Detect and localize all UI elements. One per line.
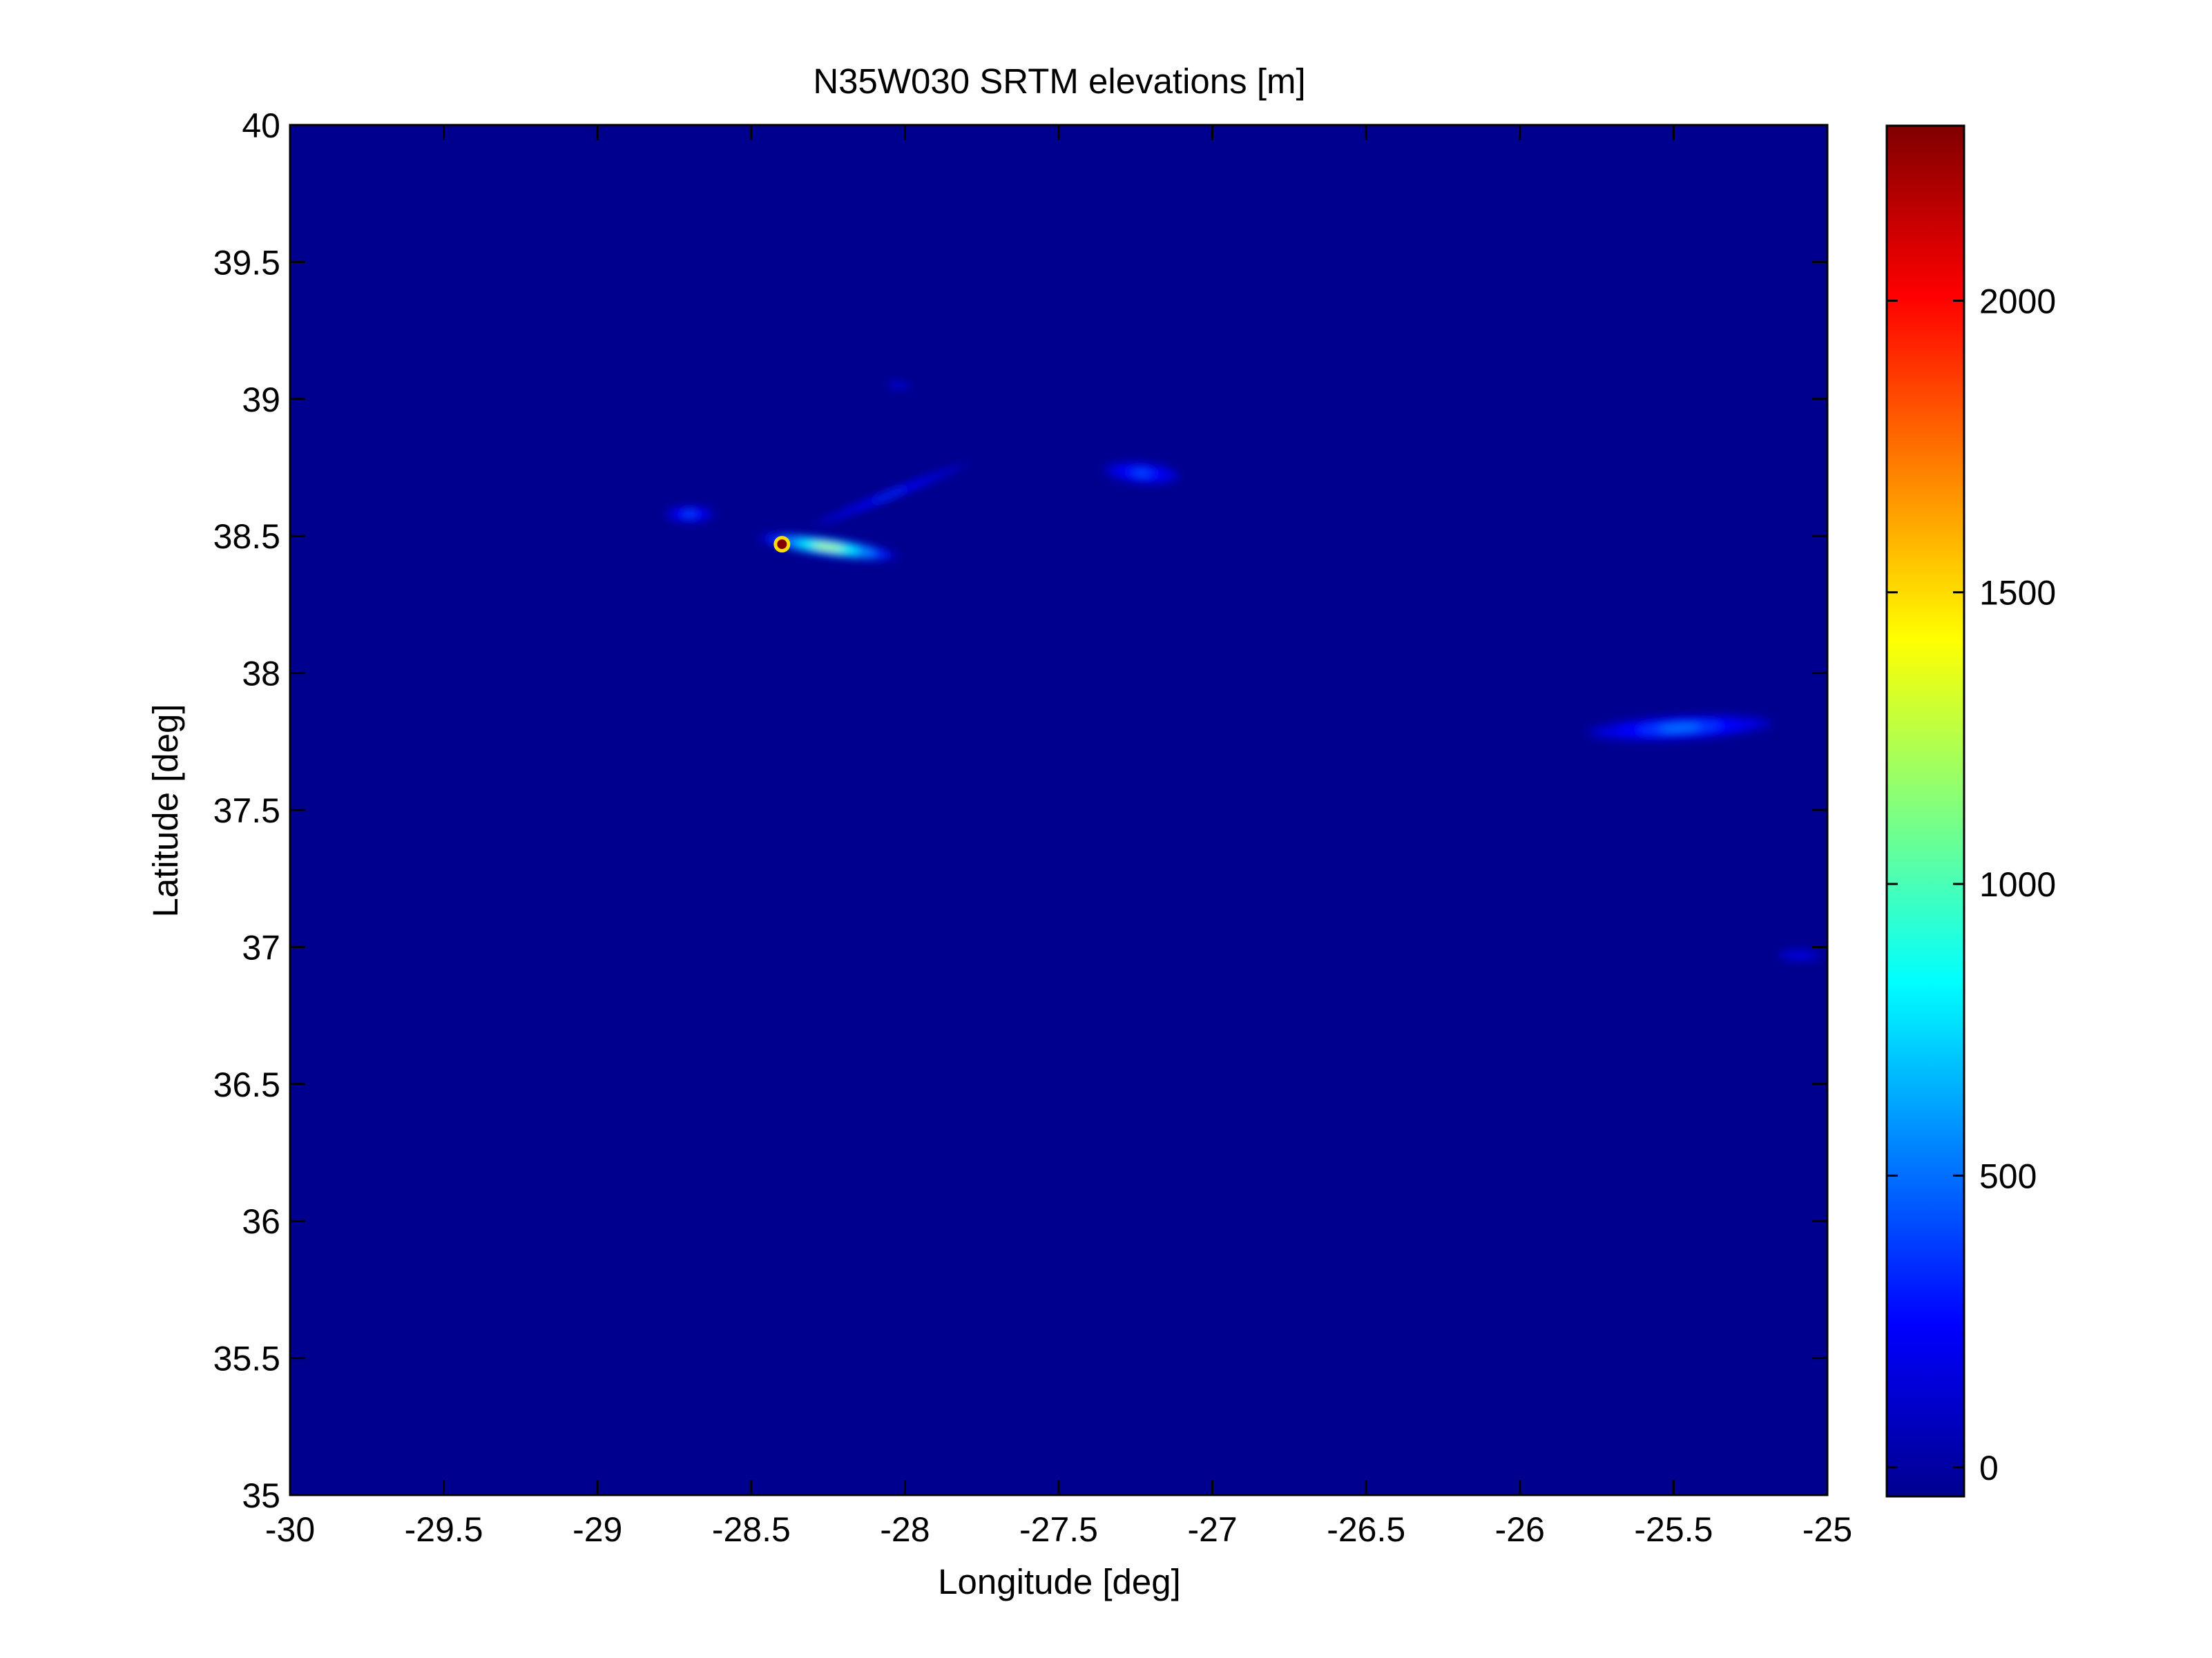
- heatmap-islands: [665, 380, 1822, 962]
- y-axis-label: Latitude [deg]: [146, 704, 185, 917]
- x-tick-label: -25: [1802, 1510, 1852, 1549]
- colorbar-ticks: 0 500 1000 1500 2000: [1887, 282, 2056, 1487]
- x-axis-label: Longitude [deg]: [938, 1562, 1181, 1601]
- colorbar: [1885, 124, 1965, 1498]
- chart-title: N35W030 SRTM elevations [m]: [813, 61, 1305, 101]
- island-graciosa-terceira: [1104, 461, 1180, 485]
- x-tick-label: -27: [1187, 1510, 1237, 1549]
- y-tick-label: 37: [242, 928, 280, 967]
- x-tick-labels: -30 -29.5 -29 -28.5 -28 -27.5 -27 -26.5 -26 -25.5…: [265, 1510, 1852, 1549]
- island-pico: [758, 533, 898, 561]
- colorbar-tick-label: 2000: [1979, 282, 2056, 320]
- island-santa-maria: [1778, 949, 1822, 962]
- plot-frame: [289, 124, 1829, 1496]
- x-tick-label: -29.5: [405, 1510, 483, 1549]
- colorbar-tick-label: 500: [1979, 1157, 2037, 1195]
- x-tick-label: -27.5: [1019, 1510, 1098, 1549]
- island-sao-miguel: [1588, 715, 1772, 741]
- colorbar-tick-label: 0: [1979, 1449, 1999, 1487]
- x-tick-label: -28: [880, 1510, 930, 1549]
- island-sao-jorge: [814, 464, 965, 526]
- x-tick-label: -26.5: [1327, 1510, 1405, 1549]
- y-tick-label: 40: [242, 106, 280, 145]
- y-tick-label: 39: [242, 380, 280, 419]
- colorbar-tick-label: 1000: [1979, 865, 2056, 904]
- y-tick-label: 36.5: [213, 1066, 280, 1104]
- colorbar-tick-label: 1500: [1979, 574, 2056, 613]
- y-tick-label: 38.5: [213, 517, 280, 556]
- island-faial: [665, 505, 715, 523]
- y-tick-label: 36: [242, 1202, 280, 1241]
- y-tick-labels: 35 35.5 36 36.5 37 37.5 38 38.5 39 39.5 40: [213, 106, 280, 1515]
- x-tick-label: -25.5: [1634, 1510, 1713, 1549]
- x-tick-label: -28.5: [712, 1510, 791, 1549]
- summit-peak: [777, 539, 787, 550]
- island-flores-corvo: [887, 380, 910, 390]
- y-tick-label: 38: [242, 655, 280, 693]
- y-tick-label: 37.5: [213, 791, 280, 830]
- y-tick-label: 35: [242, 1476, 280, 1515]
- y-tick-label: 39.5: [213, 243, 280, 282]
- x-tick-label: -30: [265, 1510, 315, 1549]
- plot-area: [289, 124, 1829, 1496]
- y-tick-label: 35.5: [213, 1340, 280, 1378]
- x-tick-label: -26: [1495, 1510, 1545, 1549]
- x-tick-label: -29: [573, 1510, 622, 1549]
